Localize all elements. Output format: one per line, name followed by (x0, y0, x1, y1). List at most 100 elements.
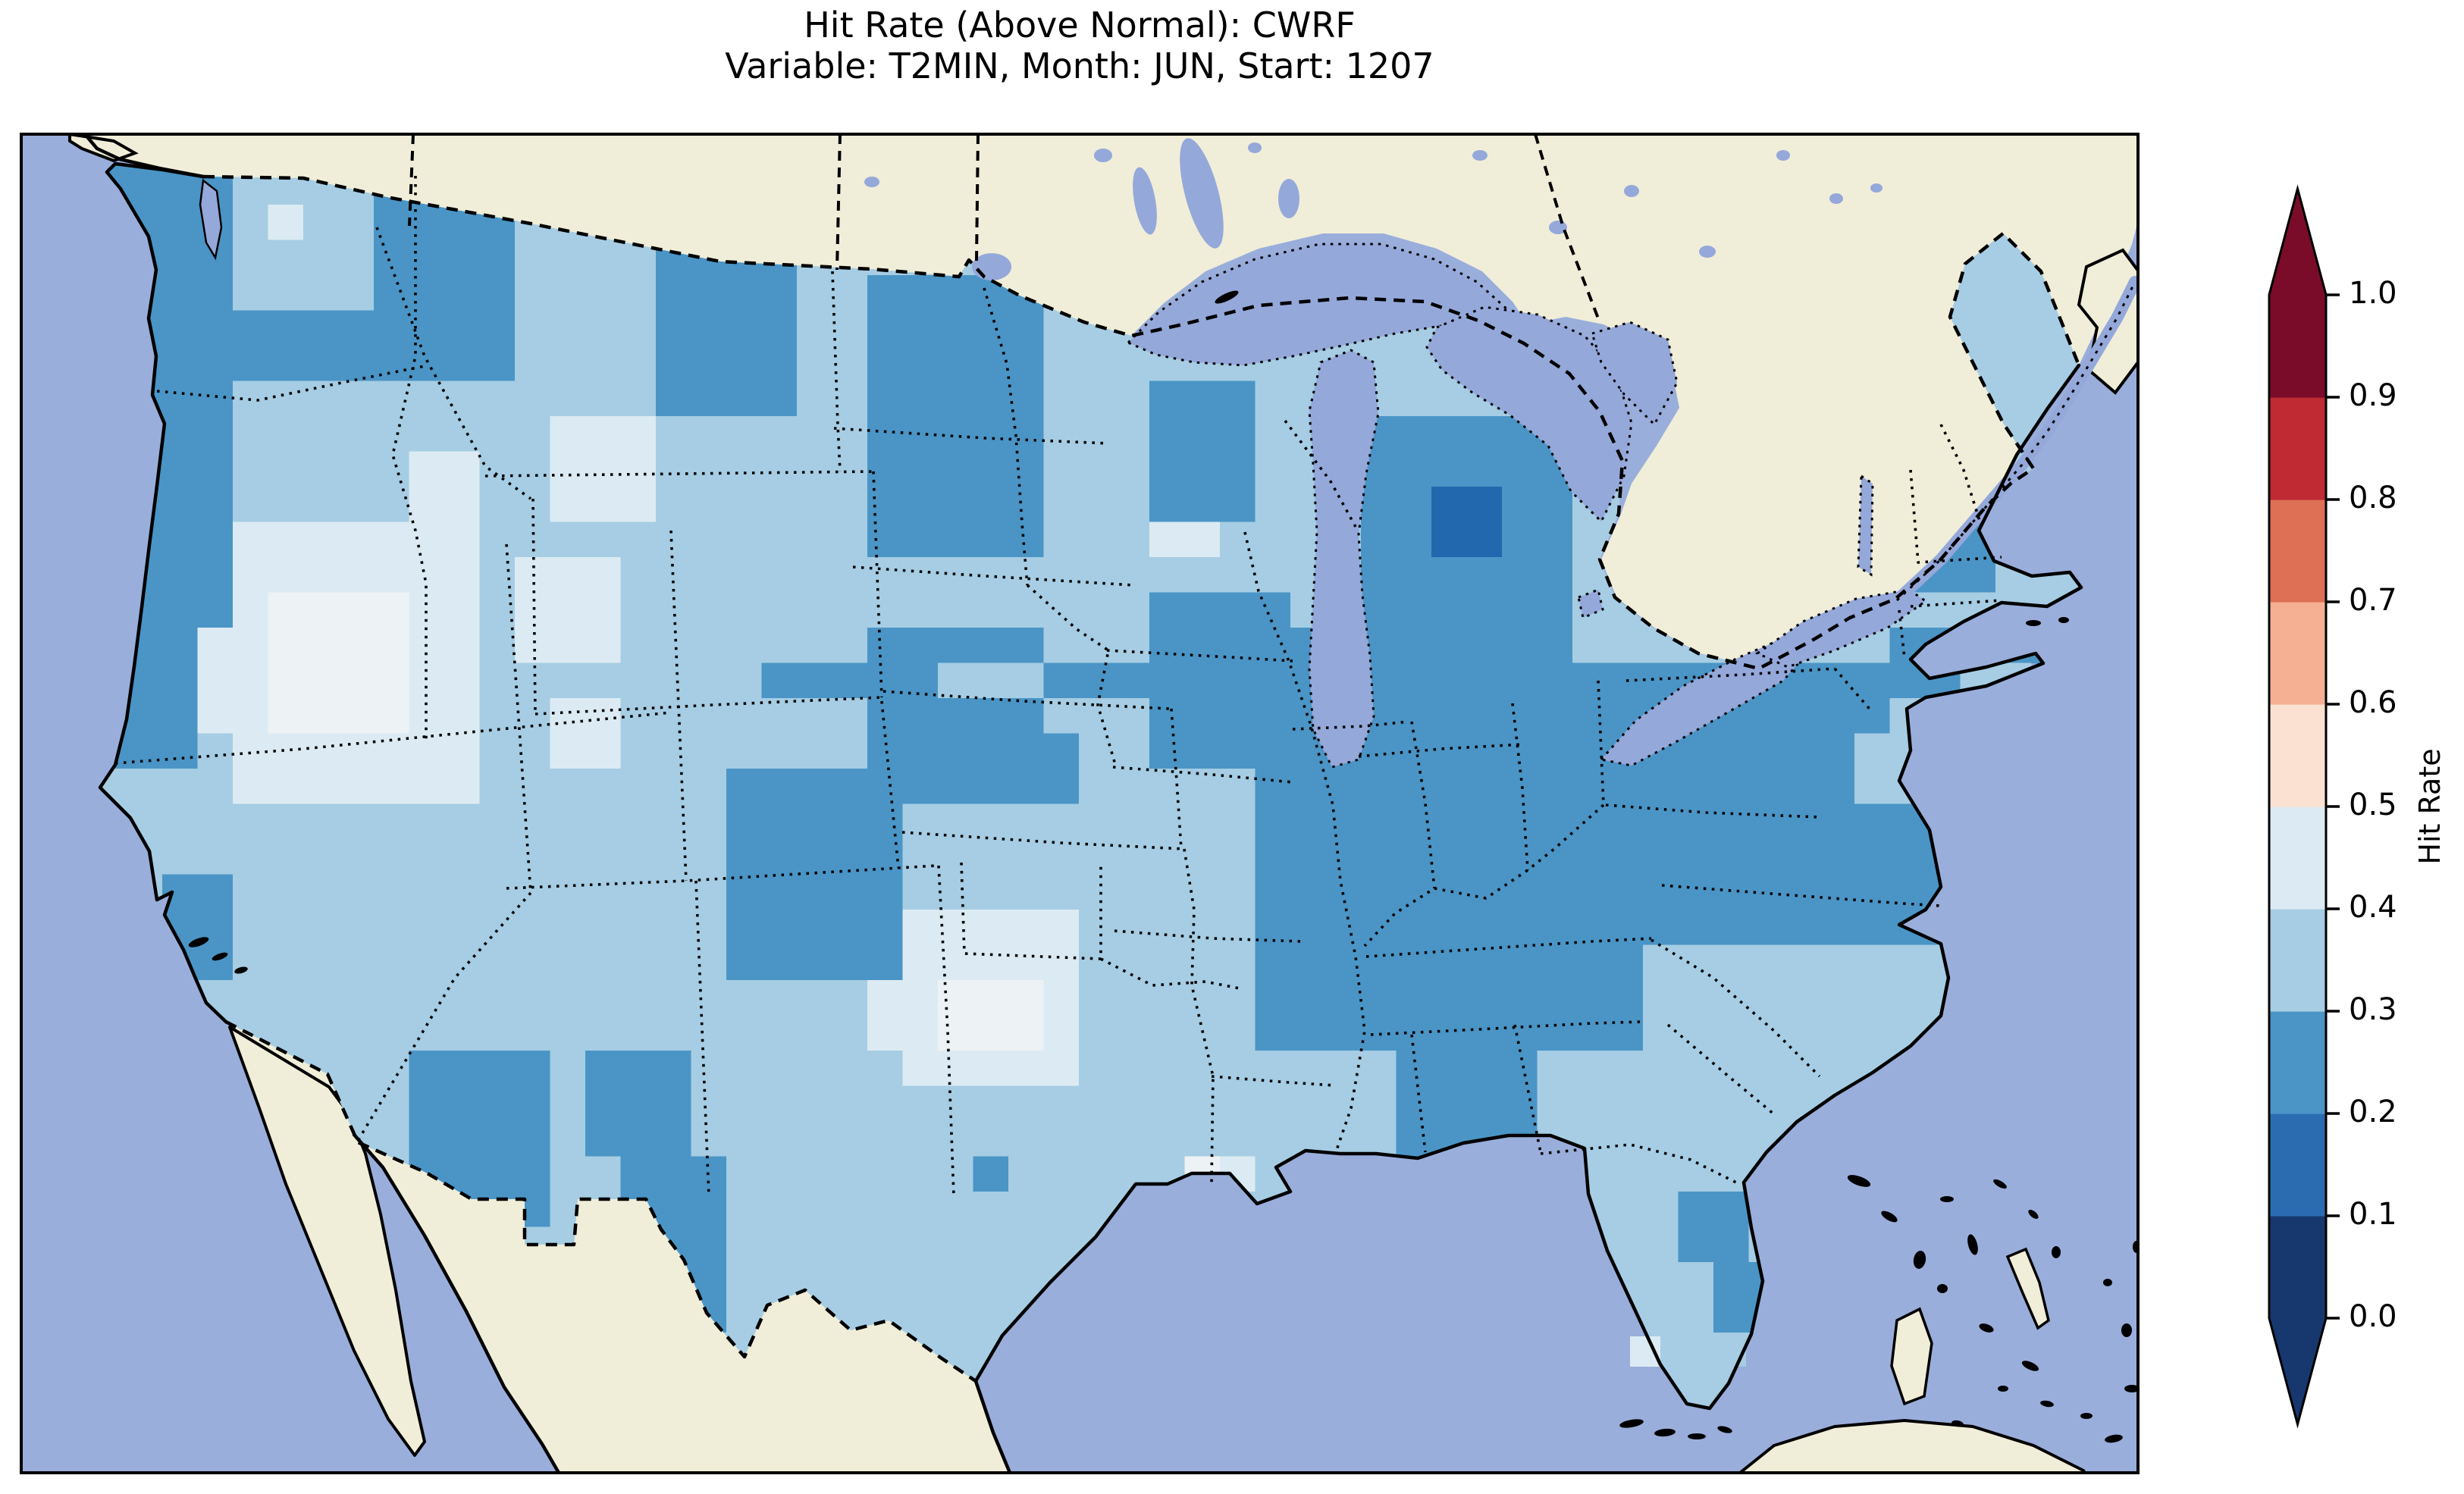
grid-cell-run (1149, 698, 1891, 734)
state-border (1625, 667, 1835, 682)
grid-cell-run (902, 944, 1080, 981)
colorbar-arrow-top (2269, 189, 2326, 295)
grid-cell-run (1043, 416, 1150, 453)
island (1619, 1419, 1644, 1428)
grid-cell-run (867, 451, 1045, 487)
grid-cell-run (902, 874, 1256, 910)
puget-sound (199, 178, 223, 261)
grid-cell-run (726, 803, 904, 840)
canadian-lake (1549, 221, 1567, 234)
lake-champlain (1857, 474, 1874, 577)
grid-cell-run (233, 592, 269, 628)
canadian-lake (1180, 138, 1224, 249)
grid-cell-run (515, 592, 622, 628)
island (2124, 1385, 2138, 1392)
grid-cell-run (1361, 592, 1573, 628)
pacific-coastline (98, 161, 228, 1024)
grid-cell-run (1431, 521, 1503, 558)
grid-cell-run (1396, 1085, 1538, 1122)
grid-cell-run (550, 1085, 586, 1122)
state-border (1114, 929, 1303, 943)
grid-cell-run (100, 980, 868, 1016)
state-border (1112, 766, 1293, 784)
grid-cell-run (1079, 1015, 1256, 1051)
colorbar-segment (2269, 1113, 2326, 1217)
colorbar-segment (2269, 295, 2326, 398)
grid-cell-run (867, 346, 1045, 382)
grid-cell-run (1043, 662, 1961, 699)
island (2052, 1246, 2061, 1258)
grid-cell-run (1149, 381, 1256, 417)
island (2028, 1210, 2039, 1219)
grid-cell-run (409, 628, 481, 664)
grid-cell-run (479, 662, 763, 699)
state-border (506, 864, 937, 890)
grid-cell-run (515, 628, 622, 664)
state-border (531, 498, 537, 715)
map-canvas (21, 134, 2138, 1473)
grid-cell-run (100, 346, 516, 382)
state-border (852, 565, 1134, 587)
atlantic-gulf-coastline (973, 363, 2083, 1411)
state-border (1170, 708, 1183, 850)
state-border (1292, 720, 1409, 731)
gulf-of-mexico-shore (973, 1379, 1012, 1473)
state-border (375, 227, 532, 500)
colorbar-tick-label: 0.5 (2349, 788, 2397, 822)
island (2026, 620, 2041, 626)
grid-cell-run (550, 416, 657, 453)
grid-cell-run (867, 521, 1045, 558)
eleuthera-island (2005, 1247, 2050, 1330)
colorbar-tick-label: 0.8 (2349, 481, 2397, 515)
colorbar-segment (2269, 1216, 2326, 1319)
grid-cell-run (233, 205, 269, 241)
state-border (1358, 743, 1523, 758)
grid-cell-run (515, 346, 657, 382)
state-border (1363, 803, 1605, 947)
state-border (156, 365, 425, 402)
island (1951, 1420, 1964, 1427)
grid-cell-run (233, 275, 375, 312)
grid-cell-run (1043, 487, 1150, 523)
grid-cell-run (479, 628, 516, 664)
grid-cell-run (409, 1085, 551, 1122)
chart-subtitle: Variable: T2MIN, Month: JUN, Start: 1207 (725, 45, 1434, 86)
island (1654, 1428, 1676, 1437)
grid-cell-run (268, 205, 304, 241)
grid-cell-run (233, 521, 481, 558)
lake-huron (1425, 305, 1633, 524)
grid-cell-run (197, 628, 269, 664)
island (1215, 290, 1239, 304)
colorbar-tick-label: 0.6 (2349, 685, 2397, 720)
grid-cell-extra (1676, 1336, 1706, 1367)
grid-cell-run (233, 769, 481, 805)
colorbar: 0.0 0.1 0.2 0.3 0.4 0.5 0.6 0.7 0.8 0.9 1.0 Hit Rat… (2268, 184, 2447, 1429)
province-border (408, 134, 415, 227)
grid-cell-run (1149, 451, 1256, 487)
grid-cell-run (100, 310, 516, 346)
canadian-lake (1133, 167, 1157, 235)
grid-cell-run (1149, 592, 1291, 628)
colorbar-axis-label: Hit Rate (2413, 748, 2447, 864)
grid-cell-run (585, 1051, 692, 1087)
grid-cell-run (479, 592, 516, 628)
map-frame (20, 133, 2140, 1474)
grid-cell-run (691, 1085, 1397, 1122)
grid-cell-run (409, 662, 481, 699)
state-border (1284, 419, 1357, 528)
grid-cell-run (620, 1156, 727, 1192)
grid-cell-run (515, 557, 622, 594)
grid-cell-run (1255, 769, 1855, 805)
grid-cell-run (1149, 487, 1256, 523)
grid-cell-run (656, 275, 798, 312)
grid-cell-run (938, 662, 1045, 699)
grid-cell-run (973, 1156, 1009, 1192)
grid-cell-run (867, 1015, 939, 1051)
grid-cell-run (268, 628, 410, 664)
st-lawrence-border (1895, 281, 2136, 602)
grid-cell-run (303, 205, 375, 241)
colorbar-tick-label: 0.2 (2349, 1095, 2397, 1129)
island (2121, 1323, 2132, 1337)
province-border (835, 134, 842, 271)
grid-cell-run (1043, 521, 1150, 558)
